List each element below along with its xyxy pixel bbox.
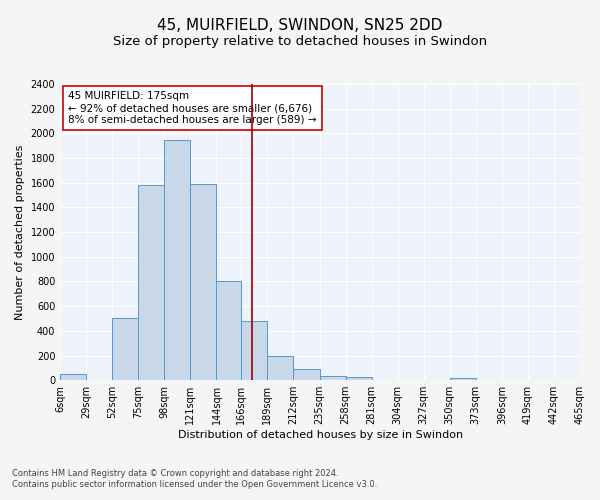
Bar — [293, 369, 320, 380]
Bar — [346, 376, 371, 380]
Bar — [450, 378, 476, 380]
Bar — [320, 376, 346, 380]
Y-axis label: Number of detached properties: Number of detached properties — [15, 144, 25, 320]
Bar — [268, 356, 293, 380]
Text: 45 MUIRFIELD: 175sqm
← 92% of detached houses are smaller (6,676)
8% of semi-det: 45 MUIRFIELD: 175sqm ← 92% of detached h… — [68, 92, 316, 124]
Bar — [164, 140, 190, 380]
Bar — [190, 184, 217, 380]
Bar — [139, 185, 164, 380]
Bar — [112, 318, 139, 380]
Text: Size of property relative to detached houses in Swindon: Size of property relative to detached ho… — [113, 35, 487, 48]
Text: Contains public sector information licensed under the Open Government Licence v3: Contains public sector information licen… — [12, 480, 377, 489]
Bar — [241, 321, 268, 380]
Bar — [217, 282, 241, 380]
Text: Contains HM Land Registry data © Crown copyright and database right 2024.: Contains HM Land Registry data © Crown c… — [12, 468, 338, 477]
Text: 45, MUIRFIELD, SWINDON, SN25 2DD: 45, MUIRFIELD, SWINDON, SN25 2DD — [157, 18, 443, 32]
X-axis label: Distribution of detached houses by size in Swindon: Distribution of detached houses by size … — [178, 430, 463, 440]
Bar — [60, 374, 86, 380]
